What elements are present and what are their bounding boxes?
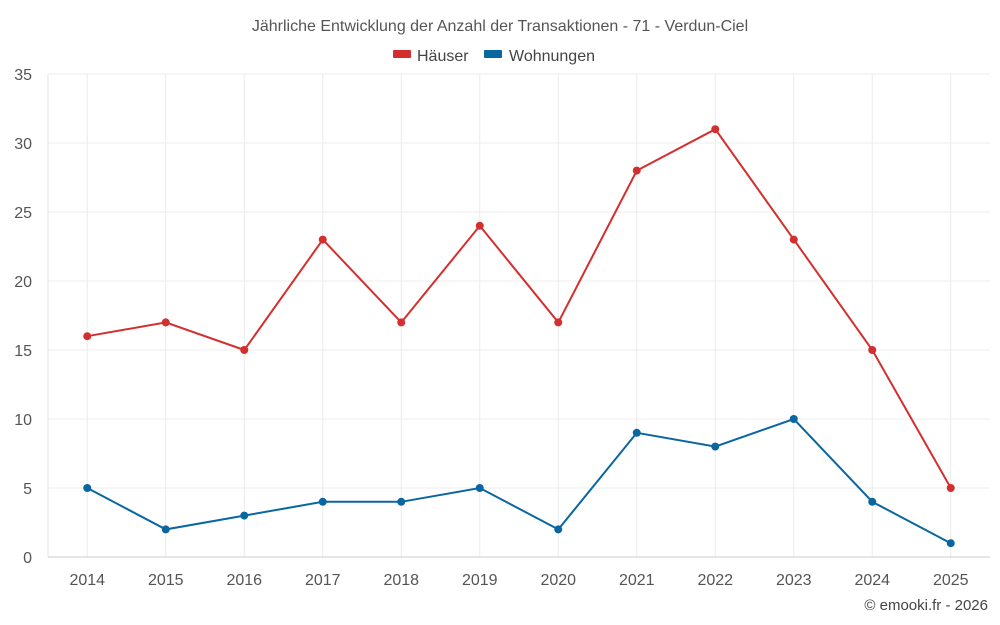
legend-swatch-wohnungen: [484, 50, 502, 58]
series-line: [86, 417, 952, 545]
data-point[interactable]: [632, 166, 641, 175]
y-axis: 0 5 10 15 20 25 30 35: [14, 67, 49, 567]
y-tick-label: 5: [23, 481, 32, 498]
data-point[interactable]: [946, 484, 955, 492]
series-wohnungen: [83, 415, 955, 548]
data-point[interactable]: [475, 484, 484, 492]
data-point[interactable]: [789, 415, 798, 423]
data-point[interactable]: [240, 346, 249, 354]
data-point[interactable]: [554, 318, 563, 327]
data-point[interactable]: [397, 497, 406, 506]
data-point[interactable]: [946, 539, 955, 548]
legend-swatch-haeuser: [393, 50, 411, 58]
data-point[interactable]: [161, 525, 170, 534]
data-point[interactable]: [475, 221, 484, 230]
data-point[interactable]: [83, 484, 92, 492]
x-tick-label: 2024: [854, 572, 890, 589]
x-tick-label: 2021: [619, 572, 655, 589]
data-point[interactable]: [240, 511, 249, 520]
credit-text: © emooki.fr - 2026: [864, 597, 988, 614]
x-tick-label: 2015: [148, 572, 184, 589]
data-point[interactable]: [632, 428, 641, 437]
x-tick-label: 2022: [697, 572, 733, 589]
data-point[interactable]: [397, 318, 406, 327]
legend-label-wohnungen: Wohnungen: [509, 48, 595, 65]
x-tick-label: 2014: [69, 572, 105, 589]
y-tick-label: 35: [14, 67, 32, 84]
y-tick-label: 25: [14, 205, 32, 222]
data-point[interactable]: [868, 497, 877, 506]
y-tick-label: 0: [23, 550, 32, 567]
data-point[interactable]: [868, 346, 877, 354]
data-point[interactable]: [789, 235, 798, 244]
x-tick-label: 2018: [383, 572, 419, 589]
x-tick-label: 2017: [305, 572, 341, 589]
x-tick-label: 2025: [933, 572, 969, 589]
chart-title: Jährliche Entwicklung der Anzahl der Tra…: [252, 18, 748, 35]
series-line: [87, 127, 952, 489]
y-tick-label: 15: [14, 343, 32, 360]
data-point[interactable]: [318, 497, 327, 506]
legend: Häuser Wohnungen: [393, 48, 595, 65]
data-point[interactable]: [161, 318, 170, 327]
x-axis: 2014 2015 2016 2017 2018 2019 2020 2021 2022 2023…: [48, 556, 990, 589]
y-tick-label: 20: [14, 274, 32, 291]
y-tick-label: 30: [14, 136, 32, 153]
x-tick-label: 2019: [462, 572, 498, 589]
y-tick-label: 10: [14, 412, 32, 429]
data-point[interactable]: [554, 525, 563, 534]
series-layer: [83, 125, 955, 548]
data-point[interactable]: [711, 125, 720, 134]
data-point[interactable]: [318, 235, 327, 244]
legend-item-wohnungen[interactable]: Wohnungen: [484, 48, 595, 65]
legend-label-haeuser: Häuser: [417, 48, 469, 65]
data-point[interactable]: [83, 332, 92, 341]
legend-item-haeuser[interactable]: Häuser: [393, 48, 469, 65]
grid: [48, 73, 990, 558]
x-tick-label: 2020: [540, 572, 576, 589]
x-tick-label: 2016: [226, 572, 262, 589]
data-point[interactable]: [711, 442, 720, 451]
series-haeuser: [83, 125, 955, 492]
x-tick-label: 2023: [776, 572, 812, 589]
